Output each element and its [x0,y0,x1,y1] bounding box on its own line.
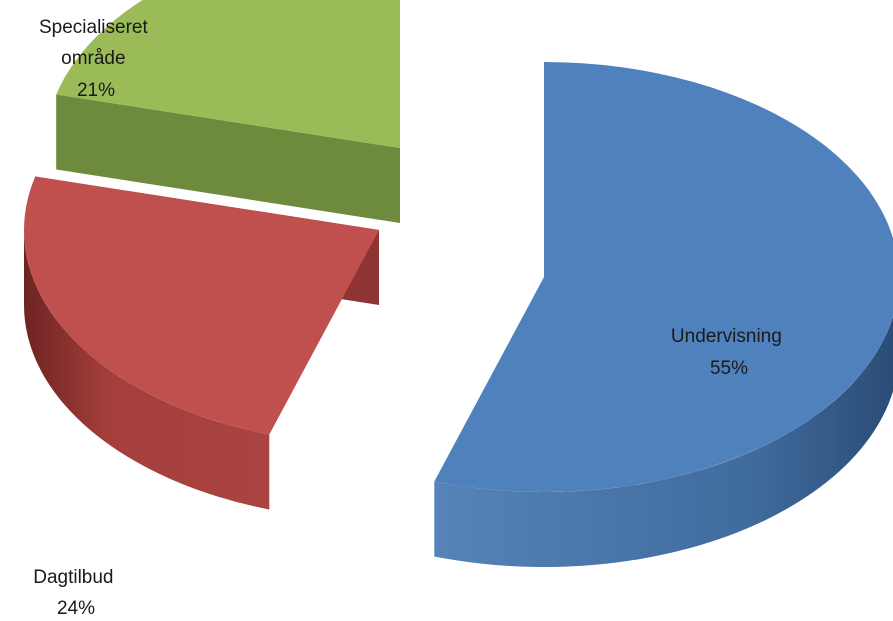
slice-dagtilbud-top [24,176,379,435]
slice-undervisning-side [434,316,893,568]
data-label-undervisning: Undervisning 55% [671,326,787,379]
data-label-specialiseret: Specialiseret område 21% [39,17,153,101]
slice-undervisning [434,62,893,568]
slice-dagtilbud-side [23,230,270,510]
slice-undervisning-top [434,62,893,492]
slice-specialiseret-omraade [56,0,400,223]
slice-dagtilbud [23,176,379,510]
slice-specialiseret-top [56,0,400,148]
slice-specialiseret-cut-face [56,94,400,223]
data-label-dagtilbud: Dagtilbud 24% [33,567,119,619]
